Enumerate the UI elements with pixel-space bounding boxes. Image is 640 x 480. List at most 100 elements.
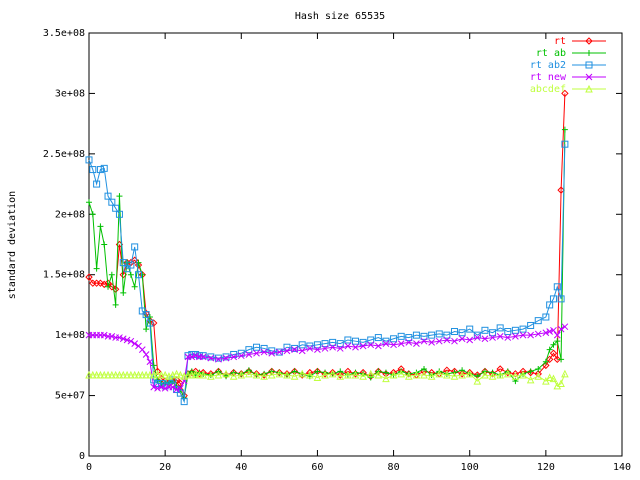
point [313, 373, 322, 381]
point [86, 199, 92, 206]
point [153, 369, 162, 378]
point [428, 339, 435, 346]
point [127, 261, 135, 269]
y-axis-label: standard deviation [7, 191, 18, 299]
point [138, 307, 146, 315]
point [142, 311, 150, 319]
point [245, 351, 253, 358]
point [207, 353, 215, 361]
point [184, 370, 192, 379]
point [253, 349, 260, 357]
point [550, 326, 557, 334]
legend-label: rt ab2 [530, 60, 566, 71]
series-line [88, 144, 566, 404]
point [115, 210, 123, 218]
point [157, 370, 166, 379]
point [428, 331, 436, 339]
point [283, 370, 291, 379]
x-tick-label: 120 [537, 462, 555, 473]
point [374, 342, 382, 350]
point [260, 372, 268, 380]
point [222, 353, 230, 361]
point [545, 355, 554, 364]
point [172, 376, 181, 384]
point [199, 353, 207, 361]
point [496, 324, 504, 332]
point [328, 369, 337, 378]
point [473, 334, 481, 341]
point [314, 346, 321, 353]
point [115, 370, 124, 379]
x-tick-label: 20 [159, 462, 171, 473]
point [180, 398, 188, 406]
point [321, 370, 329, 379]
point [549, 349, 558, 357]
point [222, 354, 230, 362]
point [519, 331, 527, 339]
point [558, 356, 565, 363]
point [176, 389, 184, 397]
point [397, 340, 405, 347]
point [367, 341, 375, 349]
point [359, 372, 367, 380]
point [549, 374, 558, 383]
point [427, 372, 436, 380]
point [85, 273, 93, 281]
point [405, 334, 413, 342]
point [542, 376, 550, 385]
series-line [88, 129, 566, 400]
point [298, 347, 306, 355]
point [142, 370, 150, 379]
point [481, 335, 489, 343]
legend-label: rt new [530, 72, 567, 83]
point [553, 355, 561, 364]
point [545, 373, 554, 381]
point [473, 376, 482, 385]
point [336, 371, 344, 379]
point [150, 376, 158, 384]
point [503, 369, 512, 378]
point [229, 368, 238, 377]
point [93, 180, 101, 188]
point [519, 325, 527, 333]
point [215, 355, 222, 363]
point [134, 271, 142, 279]
point [123, 265, 131, 273]
y-tick-label: 2.5e+08 [43, 149, 85, 160]
point [96, 370, 105, 379]
point [131, 243, 139, 251]
point [420, 370, 428, 379]
point [104, 192, 112, 200]
y-tick-label: 2e+08 [55, 209, 85, 220]
point [489, 334, 496, 341]
point [89, 166, 97, 174]
point [336, 340, 344, 348]
point [366, 369, 375, 378]
point [534, 317, 542, 325]
point [390, 335, 398, 343]
point [542, 329, 550, 337]
point [306, 345, 314, 352]
point [585, 84, 593, 93]
point [585, 61, 593, 69]
point [119, 370, 128, 379]
point [344, 370, 352, 379]
point [412, 370, 421, 379]
point [116, 334, 123, 341]
point [108, 332, 116, 340]
point [526, 375, 535, 384]
point [97, 223, 104, 230]
point [511, 326, 519, 334]
point [367, 336, 375, 344]
point [85, 156, 93, 164]
point [550, 341, 557, 348]
point [535, 365, 542, 372]
point [119, 259, 127, 267]
point [124, 259, 131, 266]
point [329, 338, 337, 346]
point [481, 370, 489, 379]
point [146, 358, 154, 366]
point [504, 334, 512, 341]
point [138, 346, 146, 353]
point [150, 319, 158, 327]
